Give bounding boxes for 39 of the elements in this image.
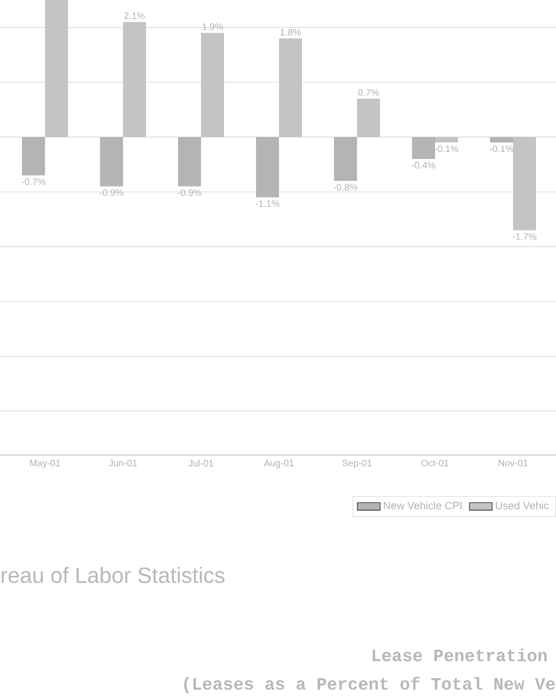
bar <box>435 137 458 143</box>
x-tick-label: May-01 <box>30 460 60 468</box>
x-tick-label: Aug-01 <box>264 460 294 468</box>
legend-label: Used Vehic <box>496 502 549 510</box>
legend-label: New Vehicle CPI <box>384 502 462 510</box>
data-label: -0.8% <box>334 184 358 190</box>
x-tick-label: Oct-01 <box>421 460 449 466</box>
bar <box>178 137 202 186</box>
bar <box>279 38 302 138</box>
data-label: -1.7% <box>512 233 536 240</box>
x-tick-label: Sep-01 <box>342 460 372 468</box>
bar <box>123 22 146 138</box>
x-tick-label: Jul-01 <box>188 460 214 467</box>
bar <box>490 137 514 143</box>
data-label: -0.9% <box>100 189 124 196</box>
data-label: -0.7% <box>22 178 46 185</box>
bar <box>45 0 68 138</box>
text: Lease Penetration <box>372 648 547 662</box>
bar <box>256 137 280 198</box>
x-tick-label: Jun-01 <box>108 460 137 466</box>
data-label: -0.4% <box>412 162 436 169</box>
text: (Leases as a Percent of Total New Ve <box>184 676 555 694</box>
data-label: -0.9% <box>178 189 202 196</box>
data-label: -0.1% <box>490 145 514 152</box>
bar <box>334 137 358 181</box>
data-label: 2.1% <box>124 12 145 20</box>
data-label: 1.8% <box>280 28 301 36</box>
data-label: 0.7% <box>358 89 379 96</box>
bar <box>513 137 536 230</box>
bar <box>22 137 46 176</box>
text: reau of Labor Statistics <box>2 566 224 584</box>
bar <box>357 98 380 138</box>
bar <box>100 137 124 186</box>
x-tick-label: Nov-01 <box>498 460 528 466</box>
bar <box>412 137 436 159</box>
data-label: 1.9% <box>202 23 223 30</box>
data-label: -0.1% <box>434 145 458 152</box>
data-label: -1.1% <box>256 200 280 207</box>
bar <box>201 32 224 138</box>
